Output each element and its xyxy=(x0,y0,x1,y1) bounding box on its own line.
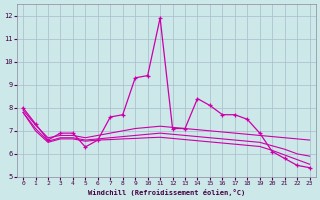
X-axis label: Windchill (Refroidissement éolien,°C): Windchill (Refroidissement éolien,°C) xyxy=(88,189,245,196)
